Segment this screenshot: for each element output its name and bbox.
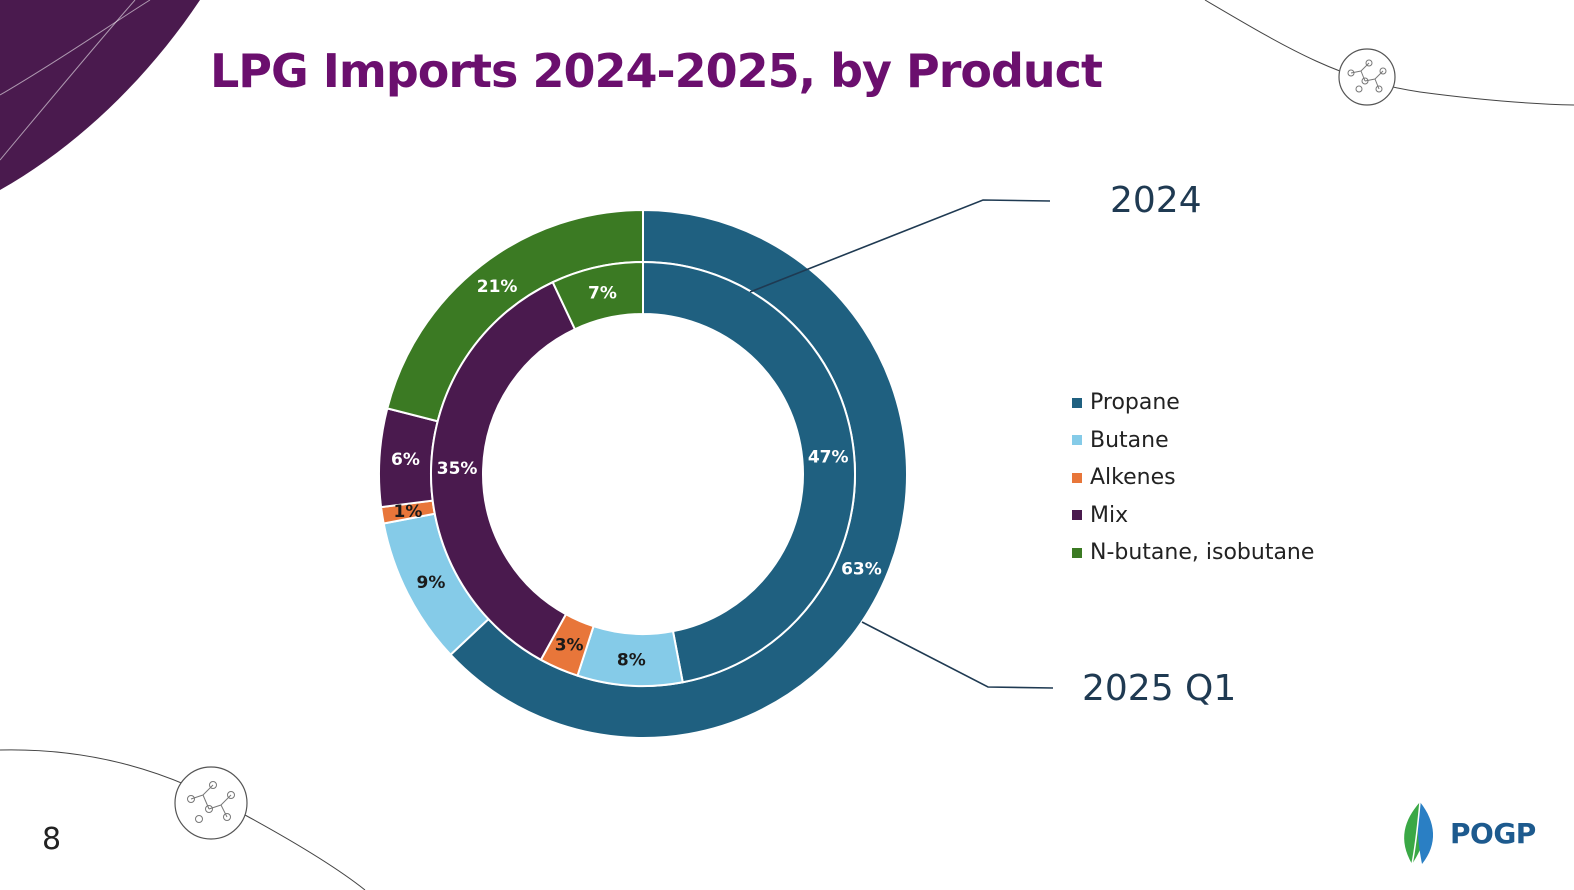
logo-text: POGP — [1450, 816, 1536, 850]
chart-legend: Propane Butane Alkenes Mix N-butane, isobuta… — [1072, 384, 1314, 572]
corner-shape — [0, 0, 200, 190]
data-label-2024-mix: 6% — [391, 450, 420, 470]
slice-2025-q1-mix — [430, 280, 577, 662]
slice-2025-q1-propane — [642, 260, 856, 684]
legend-item-mix: Mix — [1072, 497, 1314, 535]
legend-swatch — [1072, 397, 1082, 408]
logo: POGP — [1398, 800, 1536, 866]
data-label-2025-q1-propane: 47% — [808, 447, 849, 467]
legend-label: N-butane, isobutane — [1090, 540, 1315, 566]
legend-item-alkenes: Alkenes — [1072, 459, 1314, 497]
legend-item-propane: Propane — [1072, 384, 1314, 422]
leader-line-outer — [749, 199, 1051, 293]
data-label-2024-propane: 63% — [841, 560, 882, 580]
data-label-2025-q1-butane: 8% — [617, 651, 646, 671]
legend-label: Butane — [1090, 427, 1169, 453]
slice-2025-q1-n-butane-isobutane — [551, 260, 644, 331]
data-label-2025-q1-n-butane-isobutane: 7% — [588, 283, 617, 303]
data-label-2025-q1-mix: 35% — [437, 459, 478, 479]
legend-swatch — [1072, 510, 1082, 521]
legend-swatch — [1072, 547, 1082, 558]
molecule-icon — [174, 766, 248, 840]
page-title: LPG Imports 2024-2025, by Product — [210, 44, 1103, 98]
legend-label: Alkenes — [1090, 465, 1176, 491]
leaf-logo-icon — [1404, 801, 1434, 865]
molecule-icon — [1338, 48, 1396, 106]
legend-item-n-butane-isobutane: N-butane, isobutane — [1072, 534, 1314, 572]
ring-label-inner: 2025 Q1 — [1082, 668, 1237, 709]
data-label-2025-q1-alkenes: 3% — [555, 636, 584, 656]
ring-label-outer: 2024 — [1110, 180, 1202, 221]
data-label-2024-alkenes: 1% — [393, 502, 422, 522]
data-label-2024-butane: 9% — [417, 573, 446, 593]
corner-line — [0, 0, 151, 96]
data-labels: 63% 9% 1% 6% 21% 47% 8% 3% 35% 7% — [391, 277, 882, 671]
corner-line — [0, 0, 136, 161]
legend-label: Mix — [1090, 502, 1129, 528]
legend-swatch — [1072, 472, 1082, 483]
top-right-curve — [1204, 0, 1574, 106]
data-label-2024-n-butane-isobutane: 21% — [477, 277, 518, 297]
slices — [378, 208, 908, 739]
legend-label: Propane — [1090, 390, 1180, 416]
leader-line-inner — [861, 621, 1054, 689]
legend-swatch — [1072, 435, 1082, 446]
legend-item-butane: Butane — [1072, 422, 1314, 460]
page-number: 8 — [42, 822, 62, 857]
